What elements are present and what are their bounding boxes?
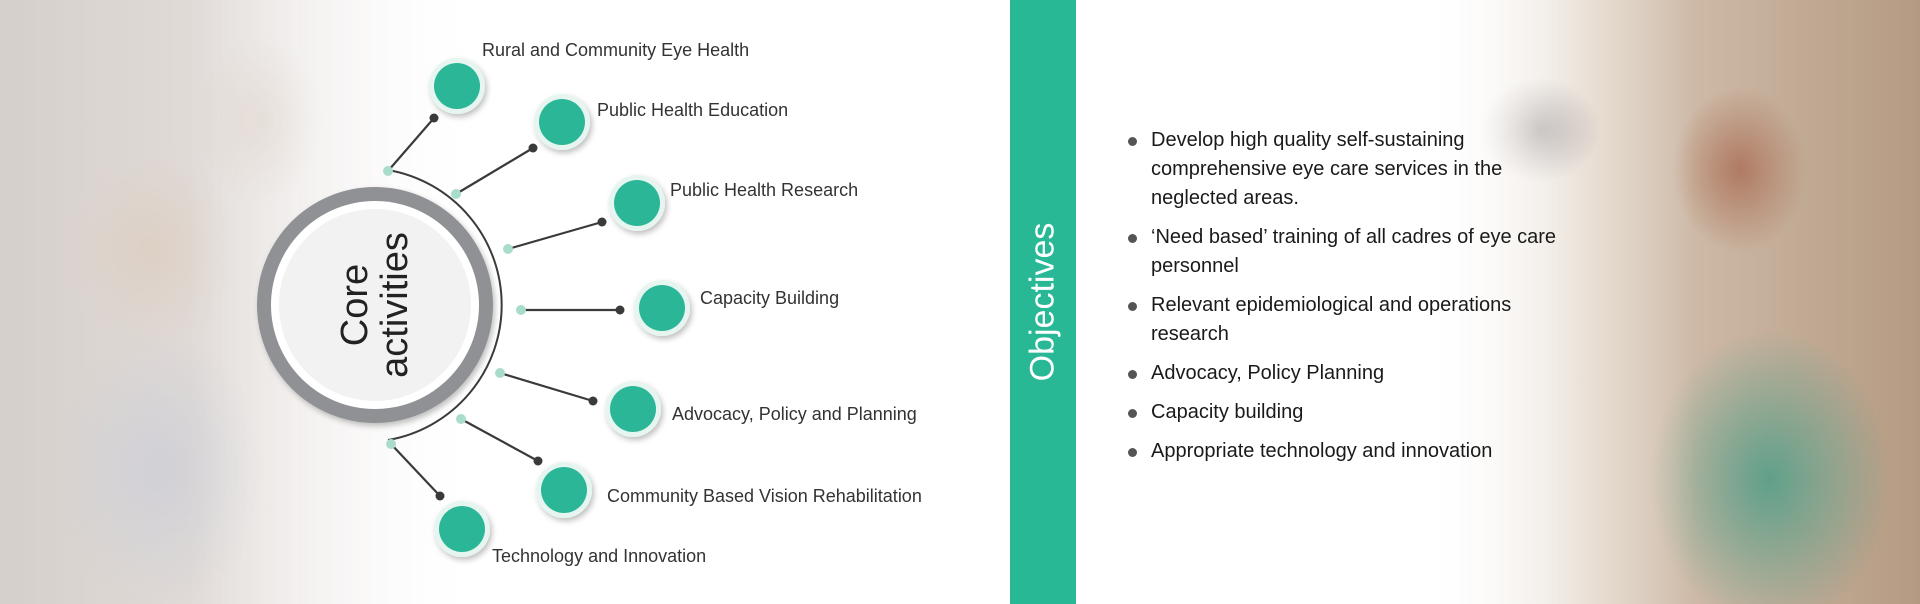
- objectives-list: Develop high quality self-sustaining com…: [1128, 126, 1568, 476]
- activity-label: Technology and Innovation: [492, 546, 707, 566]
- activity-node: [614, 180, 660, 226]
- objective-item: Capacity building: [1128, 398, 1568, 427]
- spoke-line: [507, 220, 603, 251]
- arc-joint-dot: [456, 414, 466, 424]
- spoke-end-dot: [429, 113, 439, 123]
- arc-joint-dot: [516, 305, 526, 315]
- activity-node: [610, 386, 656, 432]
- activity-node: [439, 506, 485, 552]
- arc-joint-dot: [503, 244, 513, 254]
- objective-item: ‘Need based’ training of all cadres of e…: [1128, 223, 1568, 281]
- activity-node: [539, 99, 585, 145]
- objective-item: Develop high quality self-sustaining com…: [1128, 126, 1568, 213]
- core-title-line-2: activities: [374, 232, 416, 378]
- objective-item: Appropriate technology and innovation: [1128, 437, 1568, 466]
- activity-node: [434, 63, 480, 109]
- spoke-end-dot: [615, 305, 625, 315]
- activities-arc: [387, 169, 503, 441]
- spoke-line: [499, 371, 594, 403]
- objectives-band: Objectives: [1010, 0, 1076, 604]
- bullet-icon: [1128, 234, 1137, 243]
- spoke-line: [460, 418, 539, 462]
- objective-item: Relevant epidemiological and operations …: [1128, 291, 1568, 349]
- bullet-icon: [1128, 302, 1137, 311]
- spoke-end-dot: [533, 456, 543, 466]
- activity-label: Public Health Research: [670, 180, 859, 200]
- spoke-line: [390, 443, 441, 497]
- arc-joint-dot: [495, 368, 505, 378]
- spoke-end-dot: [528, 143, 538, 153]
- arc-joint-dot: [386, 439, 396, 449]
- core-activities-diagram: [257, 58, 690, 557]
- activity-node: [639, 285, 685, 331]
- activity-label: Advocacy, Policy and Planning: [672, 404, 917, 424]
- activity-label: Rural and Community Eye Health: [482, 40, 750, 60]
- bullet-icon: [1128, 409, 1137, 418]
- activity-node: [541, 467, 587, 513]
- spoke-line: [387, 117, 435, 172]
- arc-joint-dot: [383, 166, 393, 176]
- spoke-line: [455, 147, 534, 195]
- bullet-icon: [1128, 137, 1137, 146]
- bullet-icon: [1128, 370, 1137, 379]
- activity-label: Community Based Vision Rehabilitation: [607, 486, 922, 506]
- objective-item: Advocacy, Policy Planning: [1128, 359, 1568, 388]
- woman-photo: [1420, 0, 1920, 604]
- activity-label: Capacity Building: [700, 288, 840, 308]
- spoke-end-dot: [435, 491, 445, 501]
- objectives-title: Objectives: [1023, 222, 1062, 382]
- bullet-icon: [1128, 448, 1137, 457]
- spoke-end-dot: [588, 396, 598, 406]
- spoke-end-dot: [597, 217, 607, 227]
- core-title-line-1: Core: [334, 263, 376, 347]
- arc-joint-dot: [451, 189, 461, 199]
- hub-inner-disc: [279, 209, 471, 401]
- activity-label: Public Health Education: [597, 100, 789, 120]
- core-activities-title: Core activities: [334, 232, 416, 378]
